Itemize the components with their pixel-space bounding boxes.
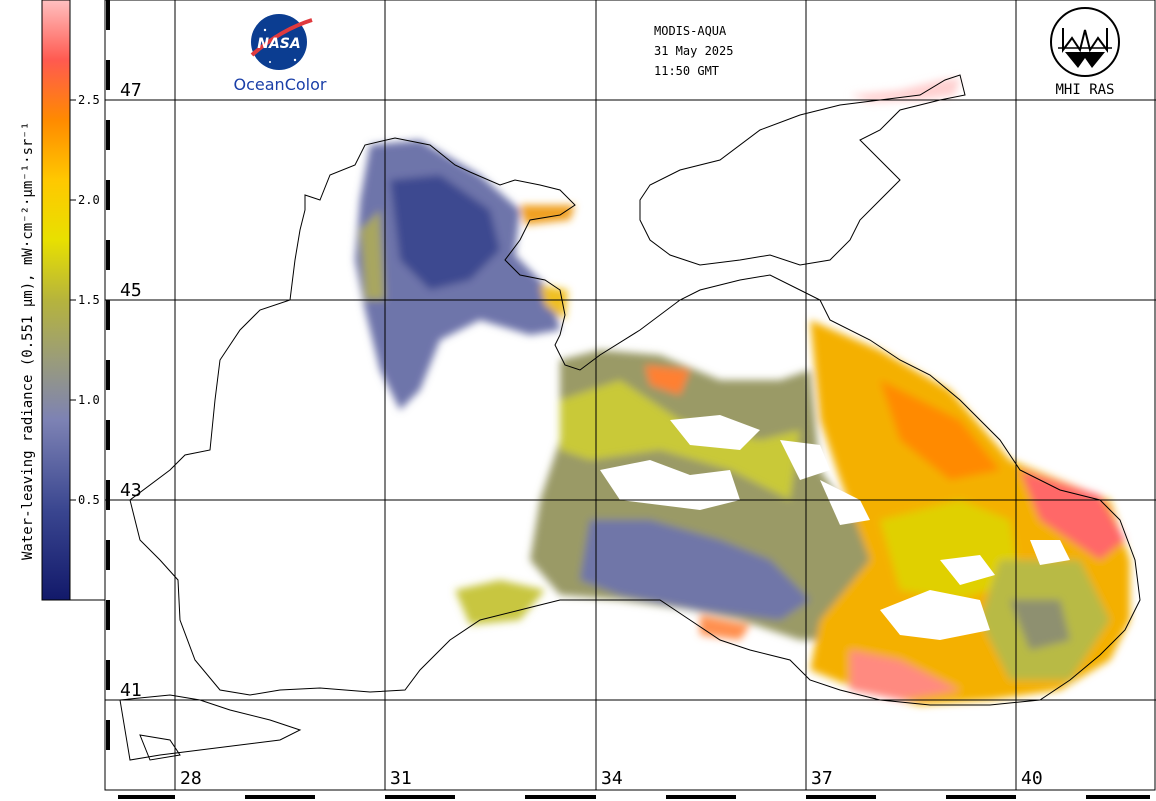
cloud-mask [600, 415, 1070, 640]
colorbar-tick-2.5: 2.5 [78, 93, 100, 107]
lon-label-37: 37 [811, 768, 833, 789]
colorbar-tick-1.0: 1.0 [78, 393, 100, 407]
lat-label-47: 47 [120, 80, 142, 101]
colorbar-tick-1.5: 1.5 [78, 293, 100, 307]
sensor-label: MODIS-AQUA [654, 24, 727, 38]
radiance-field [355, 78, 1130, 705]
lon-label-34: 34 [601, 768, 623, 789]
graticule [105, 0, 1156, 790]
time-label: 11:50 GMT [654, 64, 719, 78]
mhi-ras-logo [1050, 7, 1120, 77]
mhi-ras-text: MHI RAS [1055, 82, 1114, 98]
date-label: 31 May 2025 [654, 44, 733, 58]
lat-label-45: 45 [120, 280, 142, 301]
lon-label-28: 28 [180, 768, 202, 789]
lon-label-40: 40 [1021, 768, 1043, 789]
map-frame [104, 0, 1156, 791]
oceancolor-text: OceanColor [234, 75, 327, 94]
lon-label-31: 31 [390, 768, 412, 789]
colorbar-tick-0.5: 0.5 [78, 493, 100, 507]
colorbar-tick-2.0: 2.0 [78, 193, 100, 207]
nasa-logo: NASA [250, 14, 313, 70]
coastline [119, 74, 1141, 761]
lat-label-41: 41 [120, 680, 142, 701]
colorbar-title: Water-leaving radiance (0.551 µm), mW·cm… [20, 122, 36, 560]
nasa-wordmark: NASA [257, 36, 300, 52]
lat-label-43: 43 [120, 480, 142, 501]
